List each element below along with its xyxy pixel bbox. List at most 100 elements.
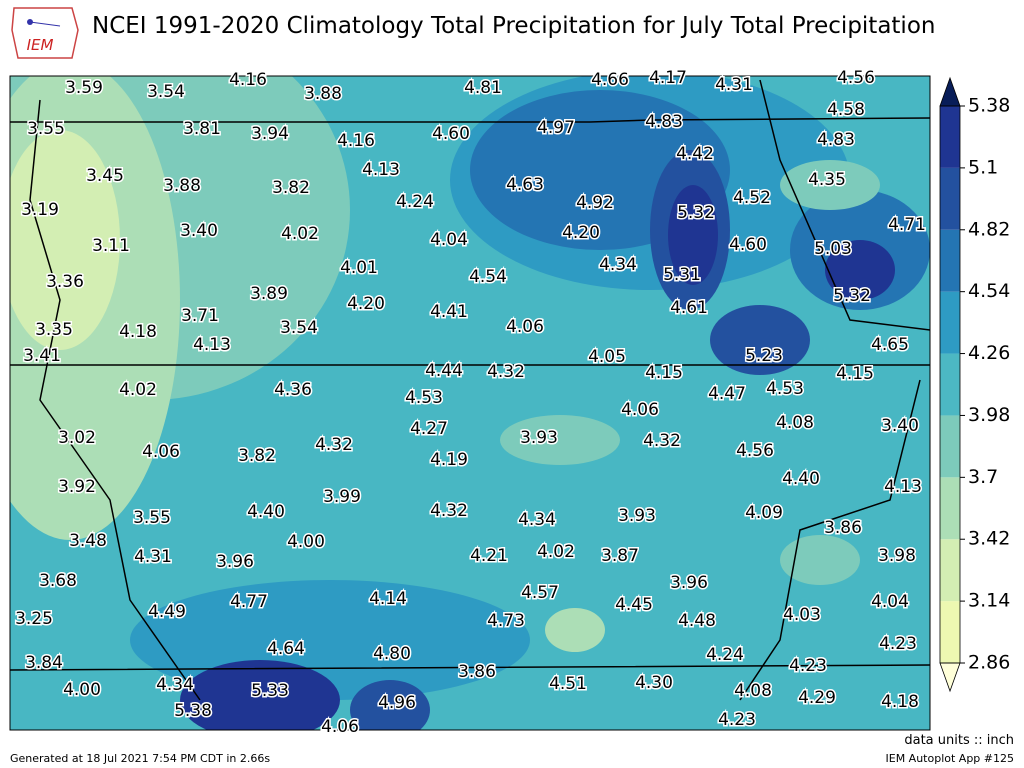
station-value: 3.86 xyxy=(824,518,862,538)
station-value: 3.25 xyxy=(15,609,53,629)
colorbar-tick-label: 4.54 xyxy=(968,280,1010,302)
colorbar-over xyxy=(939,76,961,107)
station-value: 3.93 xyxy=(618,506,656,526)
station-value: 3.88 xyxy=(163,176,201,196)
logo: IEM xyxy=(11,7,79,59)
colorbar-tick-label: 3.14 xyxy=(968,590,1010,612)
colorbar-tick-label: 5.38 xyxy=(968,95,1010,117)
colorbar-frame xyxy=(939,105,961,664)
station-value: 3.11 xyxy=(92,236,130,256)
colorbar-tick-label: 3.98 xyxy=(968,404,1010,426)
station-value: 4.03 xyxy=(783,605,821,625)
station-value: 4.83 xyxy=(645,112,683,132)
station-value: 3.35 xyxy=(35,320,73,340)
station-value: 4.02 xyxy=(537,542,575,562)
station-value: 4.13 xyxy=(362,160,400,180)
station-value: 4.73 xyxy=(487,611,525,631)
colorbar-bin xyxy=(940,106,960,168)
station-value: 4.06 xyxy=(621,400,659,420)
station-value: 4.34 xyxy=(156,675,194,695)
station-value: 3.71 xyxy=(181,306,219,326)
colorbar-bin xyxy=(940,415,960,478)
colorbar-bin xyxy=(940,229,960,292)
station-value: 4.23 xyxy=(789,656,827,676)
station-value: 4.18 xyxy=(119,322,157,342)
colorbar-tick-label: 4.26 xyxy=(968,342,1010,364)
station-value: 4.51 xyxy=(549,674,587,694)
station-value: 3.89 xyxy=(250,284,288,304)
colorbar-bin xyxy=(940,353,960,416)
station-value: 4.81 xyxy=(464,78,502,98)
station-value: 4.32 xyxy=(643,431,681,451)
colorbar-tick-label: 4.82 xyxy=(968,218,1010,240)
station-value: 5.32 xyxy=(833,286,871,306)
station-value: 4.00 xyxy=(63,680,101,700)
station-value: 4.17 xyxy=(649,68,687,88)
station-value: 4.80 xyxy=(373,644,411,664)
station-value: 3.82 xyxy=(238,446,276,466)
station-value: 5.23 xyxy=(745,346,783,366)
station-value: 4.60 xyxy=(729,235,767,255)
station-value: 4.23 xyxy=(718,710,756,730)
station-value: 4.71 xyxy=(888,215,926,235)
station-value: 3.36 xyxy=(46,272,84,292)
station-value: 4.31 xyxy=(715,75,753,95)
station-value: 4.04 xyxy=(871,592,909,612)
colorbar-tick-label: 3.7 xyxy=(968,466,998,488)
station-value: 4.66 xyxy=(591,70,629,90)
station-value: 4.53 xyxy=(766,379,804,399)
station-value: 4.15 xyxy=(645,363,683,383)
station-value: 3.96 xyxy=(216,552,254,572)
station-value: 4.53 xyxy=(405,388,443,408)
colorbar-tick-label: 5.1 xyxy=(968,156,998,178)
station-value: 4.77 xyxy=(230,592,268,612)
station-value: 4.41 xyxy=(430,302,468,322)
station-value: 4.40 xyxy=(247,502,285,522)
station-value: 3.48 xyxy=(69,531,107,551)
station-value: 3.82 xyxy=(272,178,310,198)
station-value: 4.65 xyxy=(871,335,909,355)
station-value: 4.24 xyxy=(396,192,434,212)
station-value: 3.87 xyxy=(601,546,639,566)
station-value: 4.47 xyxy=(708,384,746,404)
station-value: 4.54 xyxy=(469,267,507,287)
station-value: 4.05 xyxy=(588,347,626,367)
station-value: 3.81 xyxy=(183,119,221,139)
colorbar-bin xyxy=(940,167,960,230)
station-value: 5.31 xyxy=(663,265,701,285)
station-value: 4.04 xyxy=(430,230,468,250)
station-value: 4.44 xyxy=(425,361,463,381)
station-value: 4.06 xyxy=(321,717,359,737)
station-value: 3.59 xyxy=(65,78,103,98)
colorbar-bin xyxy=(940,601,960,663)
station-value: 4.16 xyxy=(229,70,267,90)
station-value: 4.16 xyxy=(337,131,375,151)
station-value: 5.32 xyxy=(677,203,715,223)
station-value: 4.13 xyxy=(193,335,231,355)
station-value: 4.27 xyxy=(410,419,448,439)
station-value: 4.36 xyxy=(274,380,312,400)
colorbar-bin xyxy=(940,477,960,540)
station-value: 4.06 xyxy=(506,317,544,337)
station-value: 4.14 xyxy=(369,589,407,609)
station-value: 4.40 xyxy=(782,469,820,489)
station-value: 5.03 xyxy=(814,239,852,259)
station-value: 4.06 xyxy=(142,442,180,462)
station-value: 3.54 xyxy=(147,82,185,102)
station-value: 4.42 xyxy=(676,144,714,164)
station-value: 4.96 xyxy=(378,693,416,713)
station-value: 3.86 xyxy=(458,662,496,682)
station-value: 3.98 xyxy=(878,546,916,566)
generated-note: Generated at 18 Jul 2021 7:54 PM CDT in … xyxy=(10,752,270,765)
station-value: 3.84 xyxy=(25,653,63,673)
station-value: 4.08 xyxy=(776,413,814,433)
station-value: 4.35 xyxy=(808,170,846,190)
station-value: 4.01 xyxy=(340,258,378,278)
station-value: 3.19 xyxy=(21,200,59,220)
station-value: 4.20 xyxy=(347,294,385,314)
station-value: 5.38 xyxy=(174,701,212,721)
station-value: 4.34 xyxy=(599,255,637,275)
station-value: 4.13 xyxy=(884,477,922,497)
station-value: 4.48 xyxy=(678,611,716,631)
station-value: 4.00 xyxy=(287,532,325,552)
